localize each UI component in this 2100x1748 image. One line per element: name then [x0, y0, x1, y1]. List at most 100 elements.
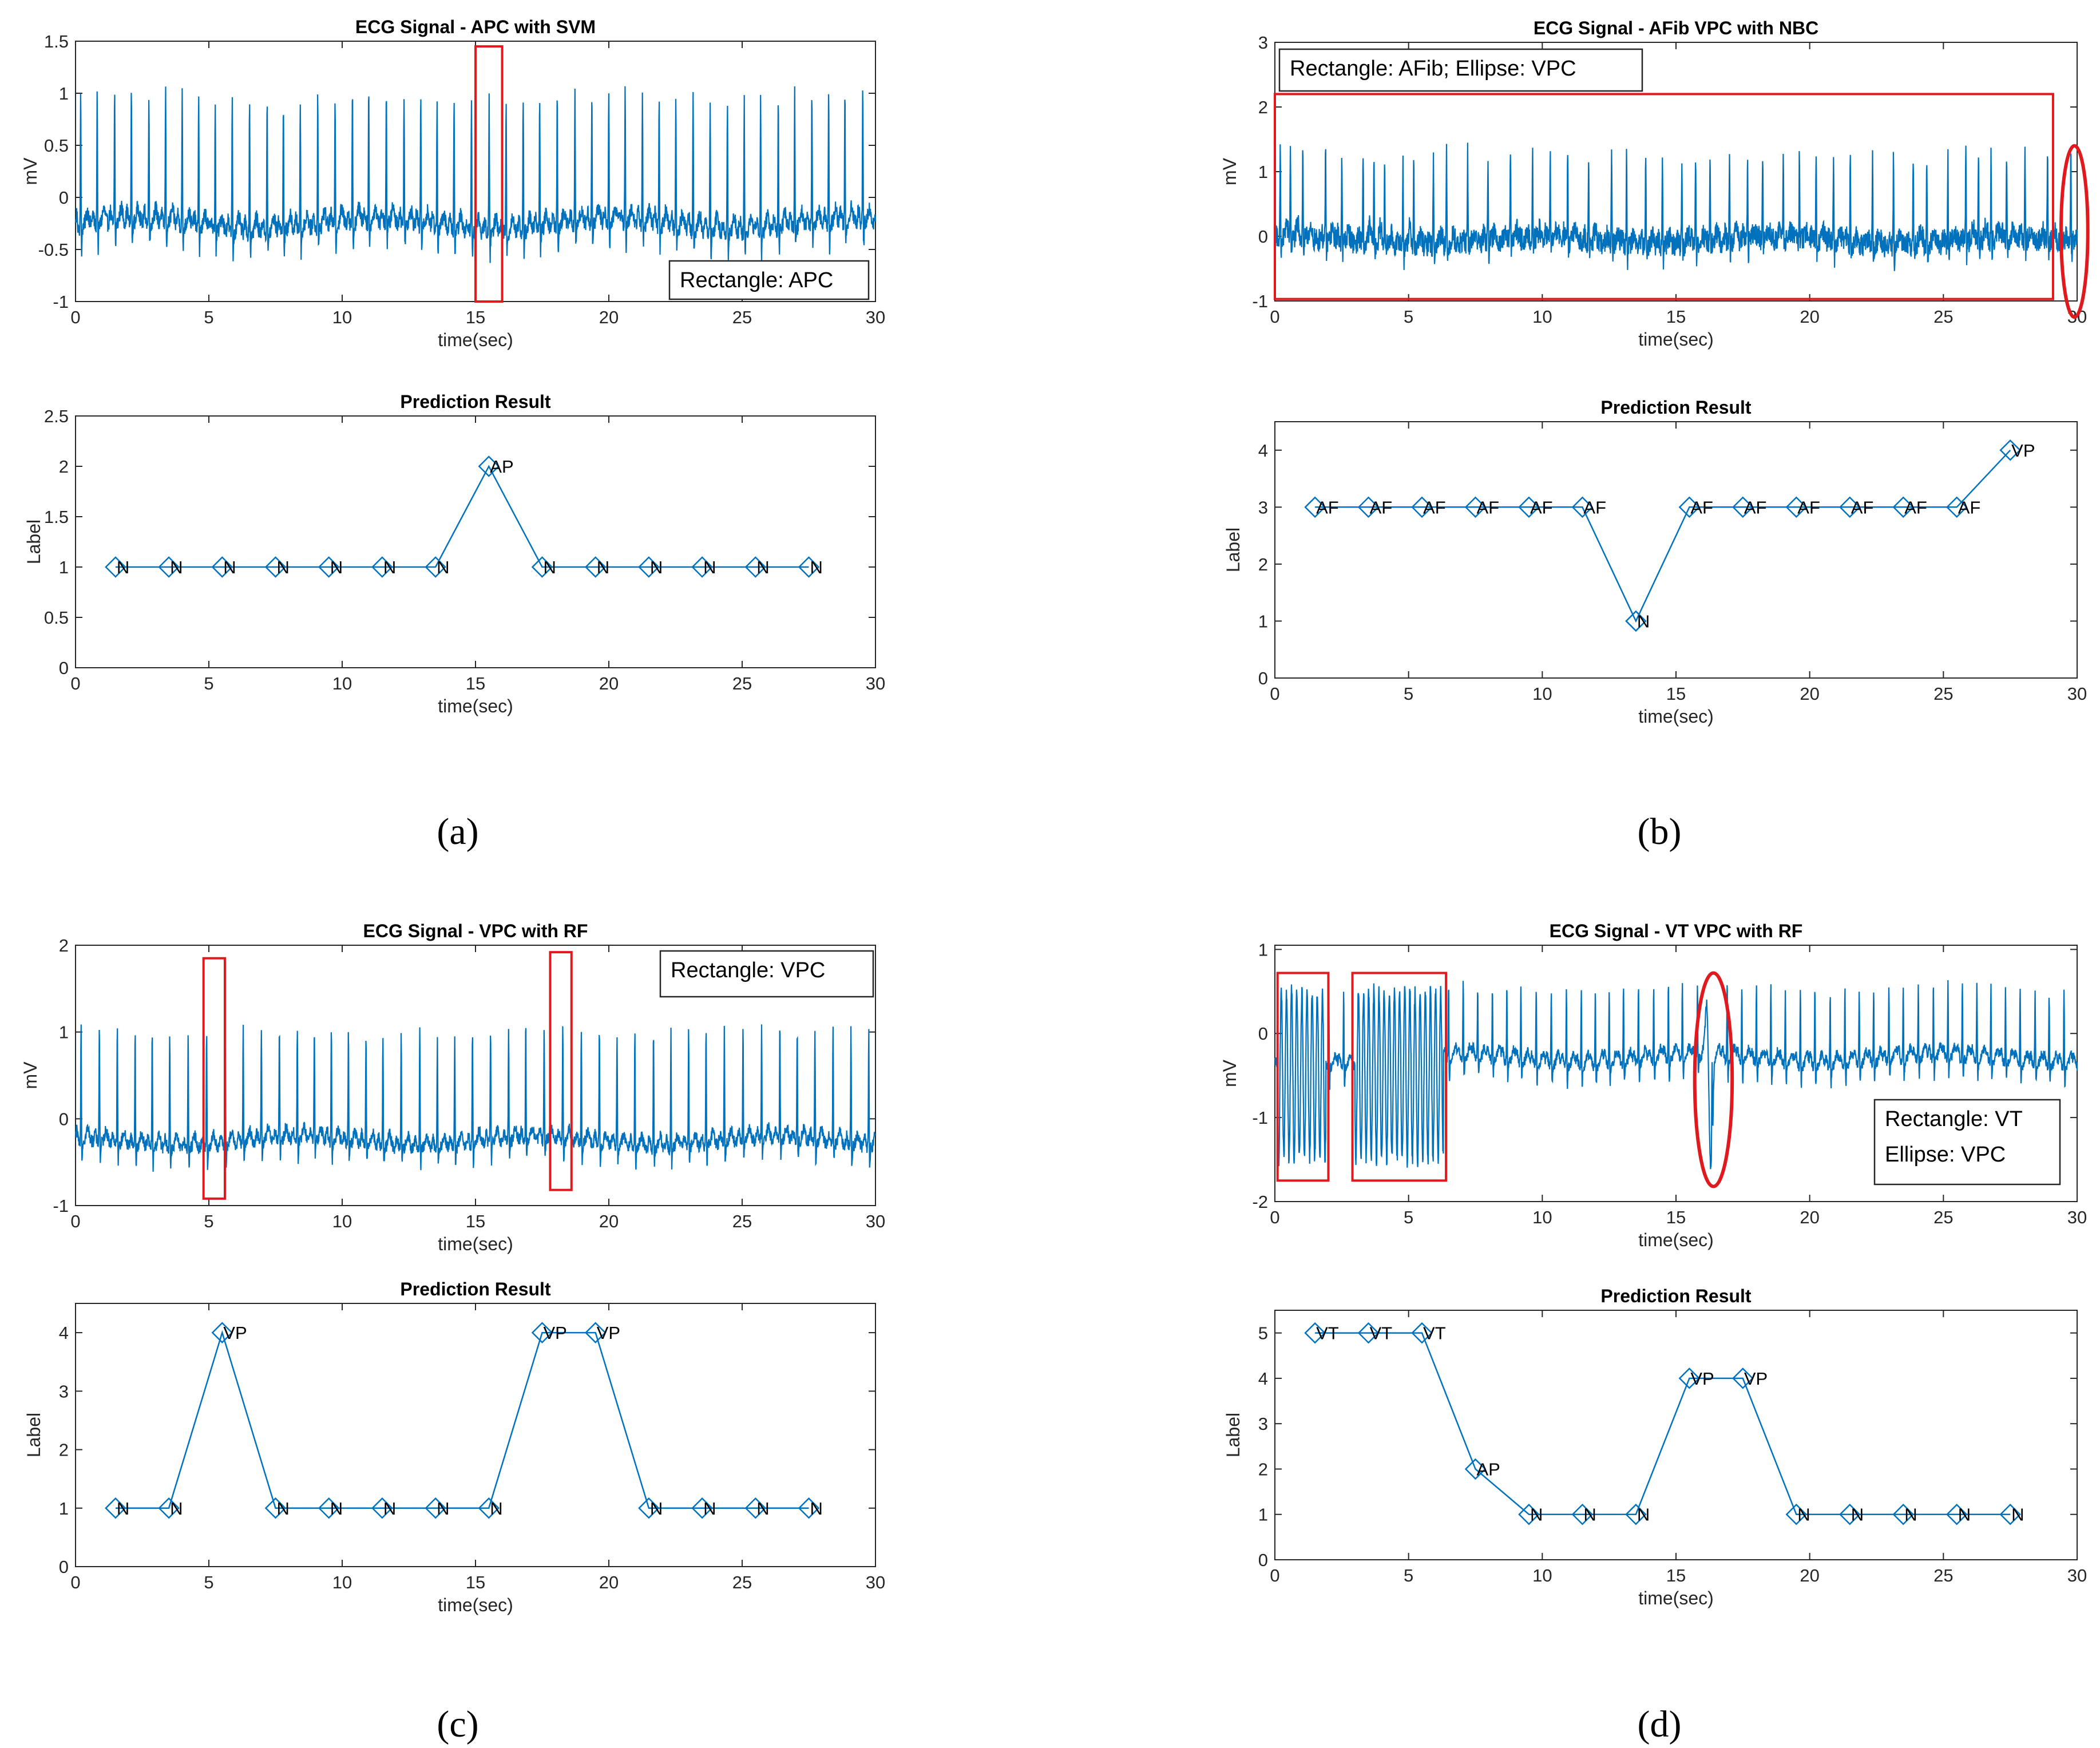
prediction-marker — [1625, 1503, 1647, 1525]
y-tick-label: 0 — [1258, 1024, 1268, 1044]
x-axis-label: time(sec) — [438, 330, 513, 350]
axes-title: ECG Signal - VPC with RF — [363, 921, 588, 941]
y-tick-label: 1 — [1258, 611, 1268, 631]
prediction-marker — [1732, 496, 1754, 518]
x-axis-label: time(sec) — [1638, 1588, 1714, 1608]
y-tick-label: 1.5 — [44, 31, 69, 51]
prediction-marker — [158, 556, 180, 578]
x-tick-label: 0 — [70, 307, 80, 327]
highlight-rectangle — [1276, 972, 1330, 1182]
prediction-marker — [318, 1497, 340, 1519]
prediction-label: N — [1637, 611, 1650, 631]
prediction-label: N — [810, 557, 823, 577]
x-tick-label: 0 — [1270, 1565, 1279, 1586]
x-tick-label: 25 — [732, 673, 752, 693]
x-tick-label: 25 — [1933, 307, 1953, 327]
x-tick-label: 20 — [1800, 1207, 1819, 1227]
prediction-marker — [1946, 1503, 1968, 1525]
axes-title: ECG Signal - AFib VPC with NBC — [1534, 18, 1818, 38]
x-axis-label: time(sec) — [438, 696, 513, 716]
prediction-marker — [744, 1497, 767, 1519]
prediction-marker — [1304, 496, 1326, 518]
prediction-label: VP — [1690, 1369, 1714, 1389]
x-tick-label: 5 — [204, 673, 213, 693]
panel-caption: (b) — [1638, 811, 1682, 853]
prediction-label: N — [756, 557, 769, 577]
prediction-label: AF — [1530, 497, 1553, 517]
prediction-marker — [1518, 1503, 1540, 1525]
highlight-rectangle — [202, 957, 226, 1200]
prediction-marker — [1411, 496, 1433, 518]
x-tick-label: 5 — [204, 307, 213, 327]
x-tick-label: 30 — [2067, 1207, 2087, 1227]
x-tick-label: 30 — [866, 1572, 885, 1592]
prediction-marker — [1839, 1503, 1861, 1525]
prediction-label: VT — [1370, 1323, 1393, 1343]
y-tick-label: 1 — [59, 1022, 69, 1043]
prediction-marker — [371, 556, 393, 578]
y-tick-label: 2.5 — [44, 406, 69, 426]
prediction-marker — [1625, 610, 1647, 632]
x-axis-label: time(sec) — [1638, 1230, 1714, 1250]
highlight-rectangle — [1351, 972, 1448, 1182]
axes-title: Prediction Result — [1600, 1286, 1752, 1306]
prediction-marker — [478, 1497, 500, 1519]
prediction-label: N — [330, 1499, 343, 1519]
prediction-marker — [1518, 496, 1540, 518]
prediction-marker — [105, 556, 126, 578]
prediction-label: VP — [1744, 1369, 1768, 1389]
x-tick-label: 20 — [1800, 1565, 1819, 1586]
x-tick-label: 0 — [70, 1572, 80, 1592]
prediction-marker — [1678, 1368, 1701, 1389]
prediction-label: N — [277, 557, 290, 577]
prediction-label: N — [277, 1499, 290, 1519]
prediction-label: N — [650, 1499, 663, 1519]
prediction-label: AF — [1370, 497, 1393, 517]
x-tick-label: 15 — [1666, 307, 1686, 327]
y-tick-label: -0.5 — [38, 240, 69, 260]
prediction-label: AP — [490, 457, 513, 477]
y-tick-label: -1 — [1252, 1108, 1268, 1128]
prediction-marker — [211, 1322, 233, 1343]
x-tick-label: 5 — [1404, 1207, 1413, 1227]
prediction-label: VT — [1423, 1323, 1446, 1343]
y-tick-label: 2 — [1258, 554, 1268, 574]
x-tick-label: 0 — [70, 1211, 80, 1231]
axes-title: ECG Signal - VT VPC with RF — [1550, 921, 1803, 941]
y-axis-label: mV — [1219, 1059, 1240, 1087]
prediction-marker — [1411, 1322, 1433, 1344]
prediction-label: AF — [1958, 497, 1981, 517]
x-tick-label: 20 — [599, 1211, 619, 1231]
x-tick-label: 10 — [1532, 684, 1552, 704]
prediction-label: N — [1797, 1505, 1810, 1525]
legend-text: Rectangle: VPC — [671, 958, 825, 982]
prediction-label: N — [383, 557, 396, 577]
y-tick-label: 0 — [1258, 668, 1268, 688]
prediction-marker — [638, 556, 660, 578]
x-tick-label: 15 — [1666, 1207, 1686, 1227]
prediction-marker — [1357, 496, 1380, 518]
highlight-rectangle — [549, 951, 573, 1191]
y-tick-label: 3 — [59, 1381, 69, 1401]
x-tick-label: 10 — [332, 307, 352, 327]
highlight-rectangle — [1274, 93, 2054, 300]
prediction-label: N — [170, 557, 183, 577]
y-tick-label: 0 — [1258, 1550, 1268, 1570]
legend-box — [1278, 48, 1643, 92]
prediction-label: VP — [223, 1323, 247, 1343]
ecg-axes: 0 5 10 15 20 25 30 -1 -0.5 0 0.5 1 1.5 ECG Signal - A… — [20, 17, 885, 350]
prediction-label: N — [383, 1499, 396, 1519]
y-tick-label: 0 — [59, 188, 69, 208]
prediction-marker — [798, 1497, 820, 1519]
prediction-marker — [1304, 1322, 1326, 1344]
x-tick-label: 5 — [1404, 307, 1413, 327]
y-tick-label: -2 — [1252, 1192, 1268, 1212]
y-axis-label: Label — [23, 1413, 44, 1457]
y-tick-label: 0.5 — [44, 136, 69, 156]
x-axis-label: time(sec) — [438, 1234, 513, 1254]
x-tick-label: 20 — [1800, 684, 1819, 704]
prediction-axes: 0 5 10 15 20 25 30 0 1 2 3 4 Prediction Result time(s… — [1223, 397, 2087, 727]
x-tick-label: 10 — [1532, 1207, 1552, 1227]
